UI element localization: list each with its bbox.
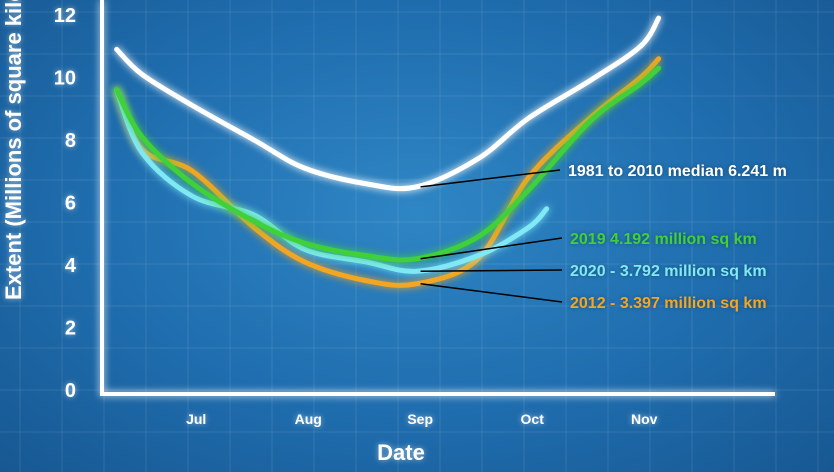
x-tick-label: Aug: [295, 411, 322, 427]
y-tick-label: 6: [65, 193, 76, 215]
annotation-label-median: 1981 to 2010 median 6.241 m: [568, 163, 787, 180]
annotation-leader-y2020: [420, 269, 563, 272]
annotation-leader-y2012: [420, 283, 563, 303]
annotation-leader-y2019: [420, 237, 563, 260]
annotation-label-y2012: 2012 - 3.397 million sq km: [570, 295, 767, 312]
annotation-label-y2020: 2020 - 3.792 million sq km: [570, 263, 767, 280]
series-line-y2020: [114, 87, 550, 274]
x-tick-label: Nov: [631, 411, 658, 427]
series-lines: [114, 15, 662, 288]
annotation-leader-median: [420, 169, 561, 188]
x-tick-labels: Jul Aug Sep Oct Nov: [186, 411, 658, 427]
series-line-median: [114, 15, 662, 192]
y-tick-label: 12: [54, 5, 76, 27]
y-axis-title: Extent (Millions of square kilo: [1, 0, 26, 300]
y-tick-label: 8: [65, 130, 76, 152]
x-axis-title: Date: [377, 440, 425, 465]
y-tick-label: 4: [65, 255, 77, 277]
y-tick-label: 2: [65, 318, 76, 340]
x-tick-label: Sep: [407, 411, 433, 427]
chart-axes: [100, 0, 775, 396]
y-tick-label: 10: [54, 68, 76, 90]
y-tick-labels: 0 2 4 6 8 10 12: [54, 5, 77, 402]
x-tick-label: Jul: [186, 411, 206, 427]
y-tick-label: 0: [65, 380, 76, 402]
annotations: 1981 to 2010 median 6.241 m 2019 4.192 mi…: [420, 163, 787, 312]
series-line-y2019: [114, 65, 662, 263]
x-tick-label: Oct: [521, 411, 545, 427]
annotation-label-y2019: 2019 4.192 million sq km: [570, 231, 757, 248]
